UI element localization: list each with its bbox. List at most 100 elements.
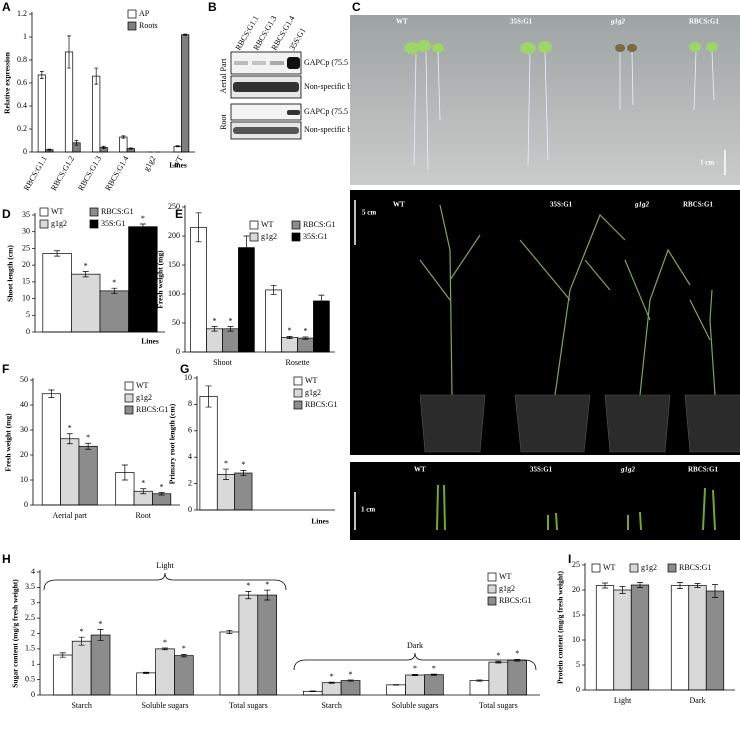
legend-swatch [293,400,303,410]
panel-label: F [2,362,9,376]
y-tick-label: 20 [572,585,580,594]
significance-mark: * [182,644,186,653]
scale-label: 5 cm [362,209,376,217]
bar [313,300,330,353]
bar [238,247,255,353]
significance-mark: * [112,278,116,287]
error-bar [309,690,316,692]
significance-mark: * [265,580,269,589]
stems [419,204,716,396]
y-tick-label: 0.5 [25,674,35,683]
bar [119,136,128,153]
bar [92,75,101,153]
legend-label: WT [261,220,274,229]
brace-label: Light [156,561,174,570]
bar [488,661,509,696]
significance-mark: * [141,214,145,223]
y-tick-label: 100 [168,289,180,298]
significance-mark: * [288,326,292,335]
y-tick-label: 40 [20,400,28,409]
x-tick-label: g1g2 [142,154,158,172]
bar [630,584,650,691]
y-tick-label: 30 [22,227,30,236]
bar [52,654,73,696]
genotype-label: RBCS:G1 [683,201,713,209]
error-bar [54,250,61,257]
blot-box [230,103,302,121]
bar [297,337,314,353]
bar [181,34,190,153]
error-bar [240,470,247,477]
photos: C WT 35S:G1 g1g2 RBCS:G1 1 cm [350,0,740,540]
significance-mark: * [413,664,417,673]
x-axis-label: Lines [311,517,329,526]
bar [206,328,223,353]
y-axis-label: Primary root length (cm) [168,403,177,484]
y-tick-label: 4 [188,452,192,461]
bar [321,682,342,696]
error-bar [619,586,626,594]
blot-band [233,127,299,134]
bar [190,226,207,353]
y-tick-label: 1.5 [25,644,35,653]
error-bar [243,235,250,260]
significance-mark: * [432,664,436,673]
error-bar [101,145,106,149]
y-tick-label: 8 [188,399,192,408]
error-bar [286,335,293,340]
legend-swatch [487,572,497,582]
x-tick-label: Starch [321,701,341,710]
genotype-label: 35S:G1 [550,201,573,209]
error-bar [226,630,233,634]
x-tick-label: Dark [690,696,706,705]
error-bar [121,135,126,139]
genotype-label: 35S:G1 [530,466,553,474]
y-axis-label: Relative expression [3,51,12,114]
legend-label: g1g2 [136,393,152,402]
error-bar [82,271,89,278]
genotype-label: RBCS:G1 [688,466,718,474]
y-tick-label: 6 [188,426,192,435]
significance-mark: * [241,460,245,469]
bar [42,253,72,333]
y-tick-label: 10 [20,475,28,484]
bar [78,445,98,506]
legend-label: AP [139,9,150,18]
y-tick-label: 10 [184,373,192,382]
error-bar [347,679,354,682]
y-tick-label: 10 [22,293,30,302]
error-bar [227,326,234,332]
legend-label: RBCS:G1 [136,405,168,414]
x-tick-label: Rosette [286,358,310,367]
genotype-label: WT [393,201,405,209]
brace-label: Dark [407,641,423,650]
error-bar [430,673,437,676]
error-bar [180,654,187,658]
y-tick-label: 30 [20,425,28,434]
x-tick-label: RBCS:G1.2 [49,154,76,192]
photo-seedlings [350,15,740,185]
error-bar [302,336,309,340]
legend-label: RBCS:G1 [679,563,711,572]
y-tick-label: 0 [188,505,192,514]
error-bar [205,385,212,408]
significance-mark: * [160,482,164,491]
legend-swatch [89,207,99,217]
x-tick-label: Aerial part [53,511,88,520]
blot-band [287,57,300,69]
legend-label: g1g2 [499,584,515,593]
y-tick-label: 35 [22,210,30,219]
x-tick-label: RBCS:G1.1 [22,154,49,192]
y-tick-label: 25 [572,560,580,569]
y-tick-label: 2.5 [25,613,35,622]
error-bar [94,67,99,85]
bar [386,684,406,696]
bar [238,594,259,696]
significance-mark: * [330,672,334,681]
error-bar [195,212,202,243]
y-tick-label: 4 [31,567,35,576]
error-bar [48,389,55,398]
y-tick-label: 1 [23,32,27,41]
bar [595,585,615,691]
legend-label: WT [305,376,318,385]
